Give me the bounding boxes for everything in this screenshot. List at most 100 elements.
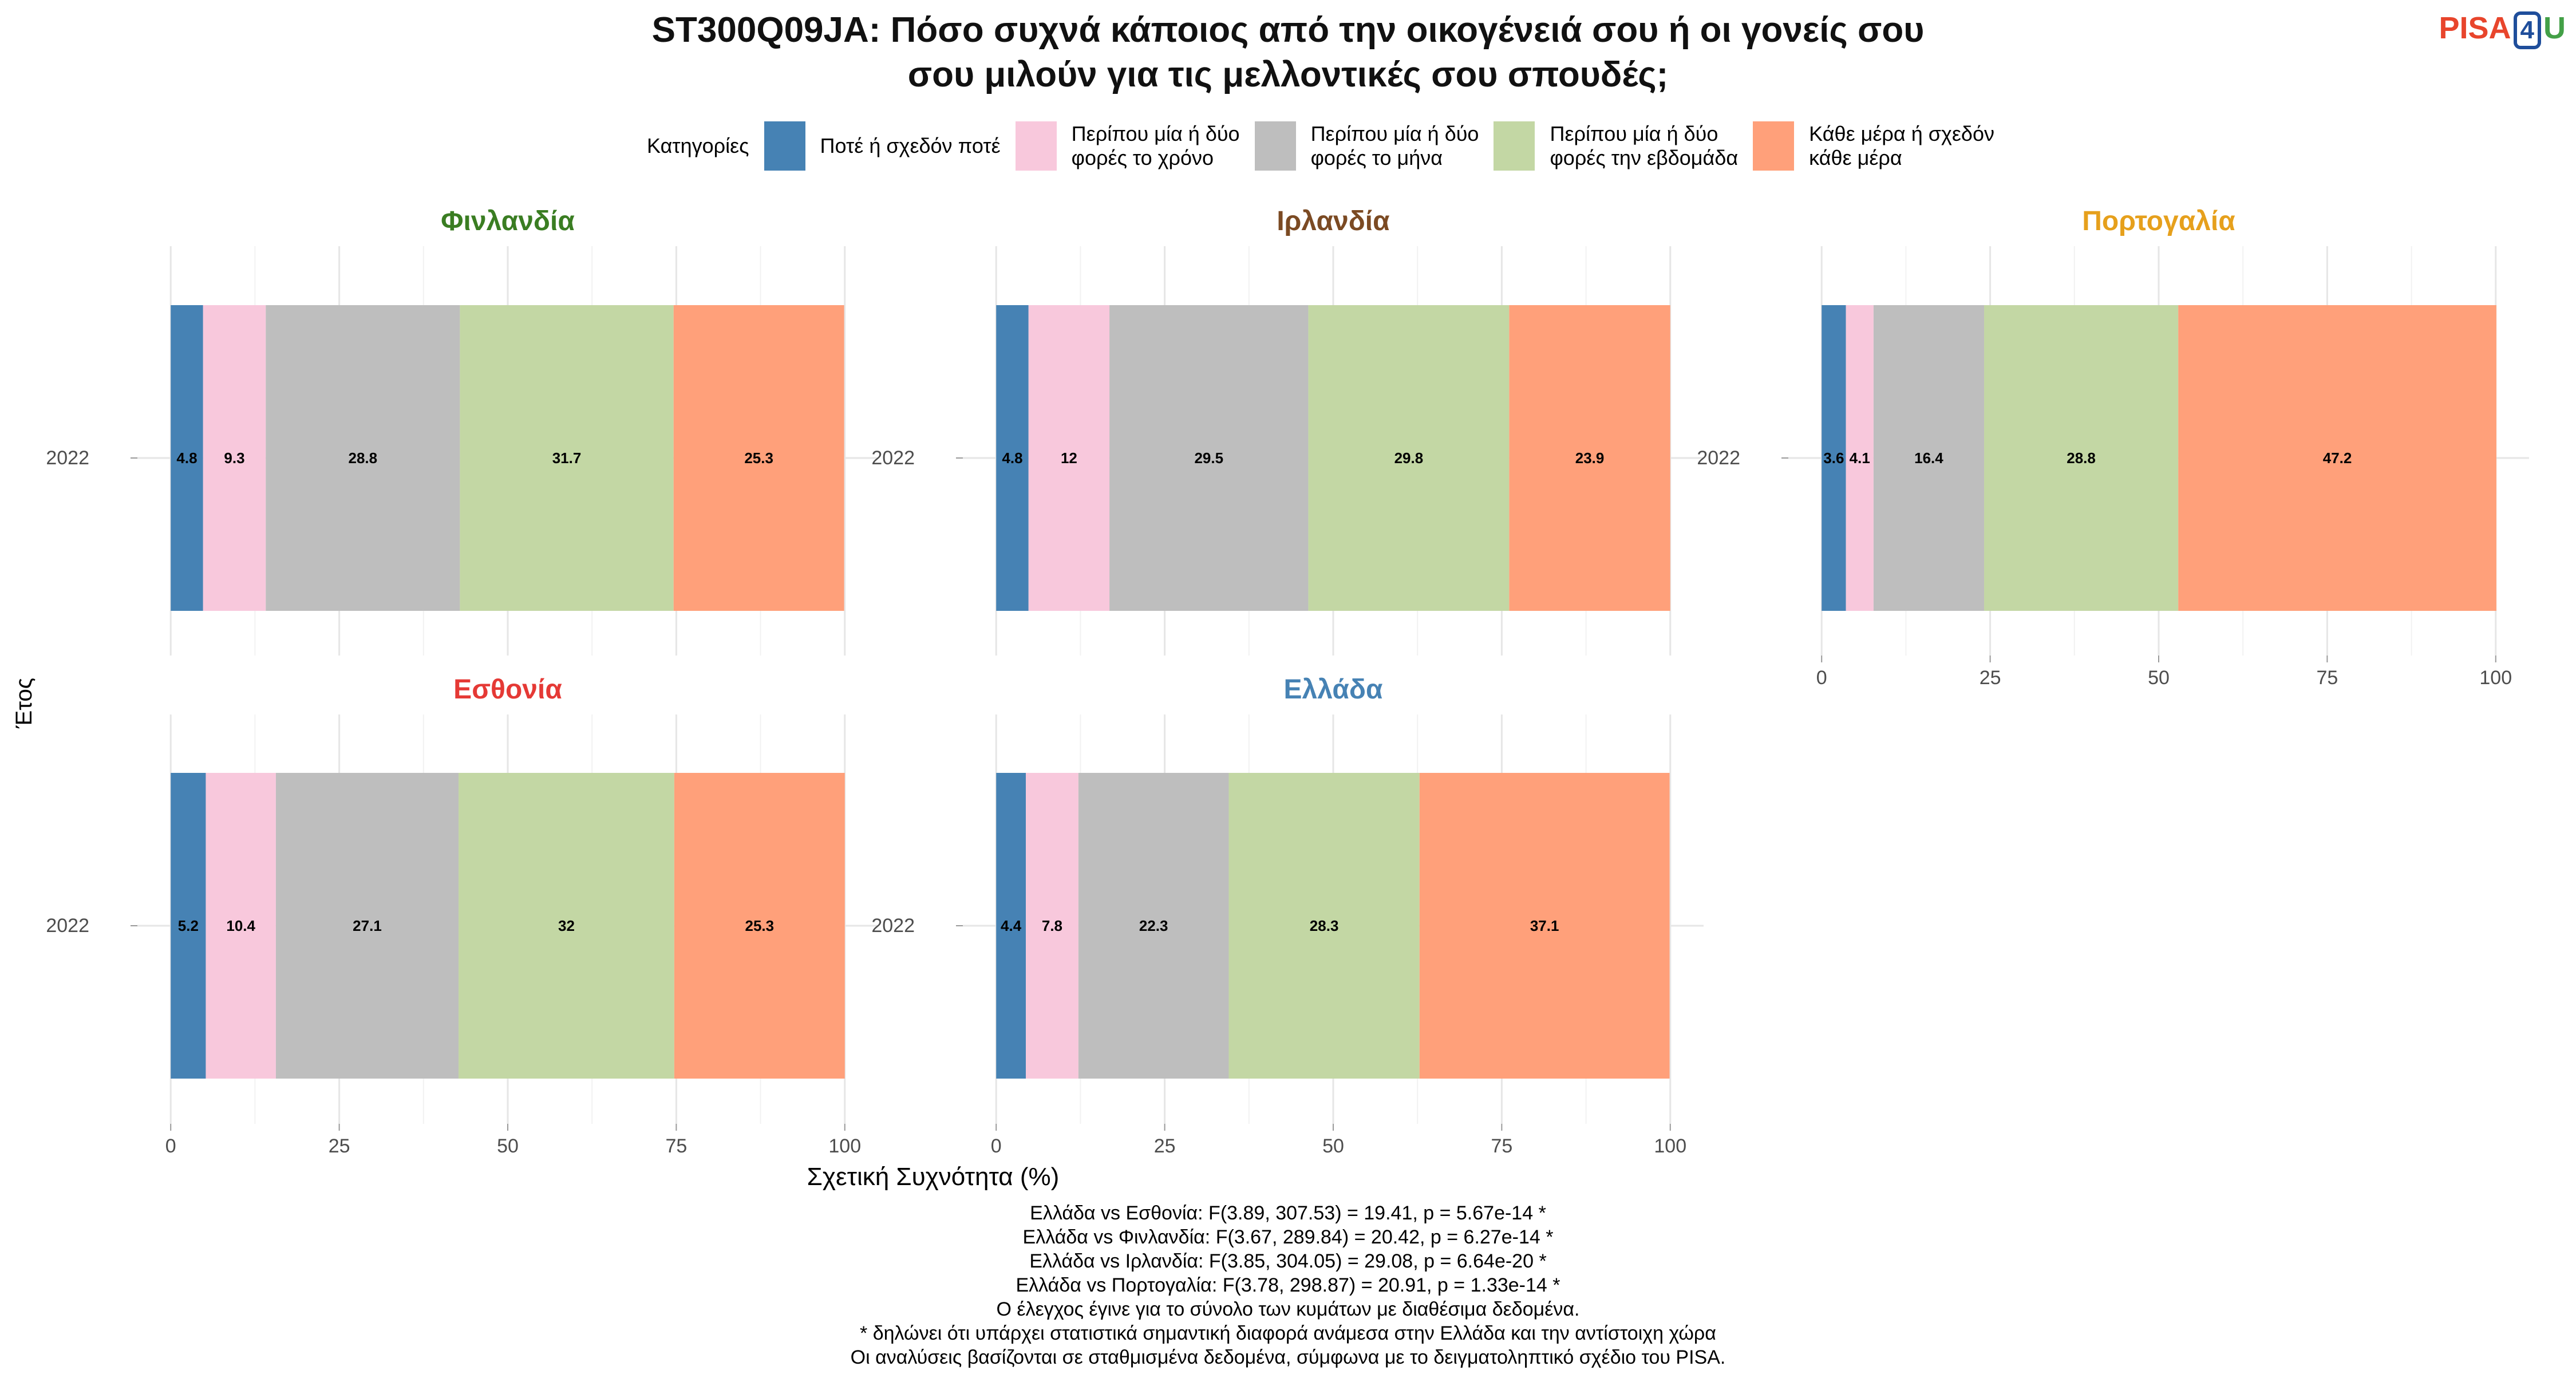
data-label: 25.3: [745, 917, 775, 934]
x-tick-label: 100: [2479, 667, 2512, 689]
note-line: Οι αναλύσεις βασίζονται σε σταθμισμένα δ…: [850, 1347, 1726, 1368]
note-line: * δηλώνει ότι υπάρχει στατιστικά σημαντι…: [860, 1322, 1716, 1344]
bar-segment: [459, 773, 674, 1079]
bar-segment: [275, 773, 459, 1079]
x-tick-label: 50: [497, 1135, 519, 1157]
x-axis-label: Σχετική Συχνότητα (%): [807, 1163, 1060, 1191]
legend-item-monthly: Περίπου μία ή δύο φορές το μήνα: [1254, 121, 1479, 171]
data-label: 4.1: [1850, 449, 1870, 467]
bar-segment: [1419, 773, 1670, 1079]
bar-segment: [1308, 305, 1510, 611]
panel-3: Πορτογαλία 2022 3.6 4.1 16.4 28.8 47.2 0 25 50 75 1…: [1697, 206, 2529, 689]
legend-item-never: Ποτέ ή σχεδόν ποτέ: [764, 121, 1001, 171]
note-line: Ελλάδα vs Ιρλανδία: F(3.85, 304.05) = 29…: [1029, 1250, 1547, 1272]
legend-label-daily: Κάθε μέρα ή σχεδόν κάθε μέρα: [1809, 122, 1994, 169]
legend-item-yearly: Περίπου μία ή δύο φορές το χρόνο: [1015, 121, 1240, 171]
bar-segment: [2178, 305, 2496, 611]
note-line: Ελλάδα vs Πορτογαλία: F(3.78, 298.87) = …: [1016, 1274, 1560, 1296]
legend-label-weekly: Περίπου μία ή δύο φορές την εβδομάδα: [1550, 122, 1739, 169]
data-label: 28.3: [1310, 917, 1339, 934]
data-label: 28.8: [349, 449, 378, 467]
legend-title: Κατηγορίες: [647, 134, 749, 157]
data-label: 12: [1061, 449, 1077, 467]
bar-segment: [674, 773, 845, 1079]
data-label: 31.7: [552, 449, 582, 467]
bar-segment: [1078, 773, 1229, 1079]
data-label: 28.8: [2067, 449, 2096, 467]
data-label: 4.8: [1002, 449, 1022, 467]
data-label: 47.2: [2323, 449, 2352, 467]
x-tick-label: 0: [991, 1135, 1002, 1157]
legend-label-monthly: Περίπου μία ή δύο φορές το μήνα: [1310, 122, 1479, 169]
x-tick-label: 50: [2148, 667, 2170, 689]
panel-title-4: Εσθονία: [453, 674, 562, 705]
chart-title-line-2: σου μιλούν για τις μελλοντικές σου σπουδ…: [907, 55, 1669, 94]
legend-item-daily: Κάθε μέρα ή σχεδόν κάθε μέρα: [1753, 121, 1994, 171]
data-label: 22.3: [1139, 917, 1168, 934]
x-tick-label: 75: [2316, 667, 2338, 689]
panel-title-2: Ιρλανδία: [1277, 206, 1390, 236]
legend-label-yearly: Περίπου μία ή δύο φορές το χρόνο: [1071, 122, 1240, 169]
panel-title-5: Ελλάδα: [1284, 674, 1383, 705]
x-tick-label: 100: [828, 1135, 861, 1157]
note-line: Ελλάδα vs Φινλανδία: F(3.67, 289.84) = 2…: [1022, 1226, 1554, 1248]
bar-segment: [1026, 773, 1078, 1079]
x-tick-label: 75: [665, 1135, 687, 1157]
x-tick-label: 75: [1491, 1135, 1512, 1157]
data-label: 5.2: [178, 917, 199, 934]
bar-segment: [1822, 305, 1846, 611]
y-tick-label: 2022: [46, 915, 89, 937]
legend-key-yearly: [1015, 121, 1057, 171]
bar-segment: [206, 773, 276, 1079]
legend-label-never: Ποτέ ή σχεδόν ποτέ: [820, 134, 1001, 157]
legend-key-weekly: [1494, 121, 1535, 171]
note-line: Ελλάδα vs Εσθονία: F(3.89, 307.53) = 19.…: [1030, 1202, 1546, 1224]
panel-4: Εσθονία 2022 5.2 10.4 27.1 32 25.3 0 25 50 75 100: [46, 674, 878, 1157]
legend-key-never: [764, 121, 805, 171]
bar-segment: [203, 305, 266, 611]
bar-segment: [1984, 305, 2179, 611]
legend-key-monthly: [1254, 121, 1296, 171]
chart-title: ST300Q09JA: Πόσο συχνά κάποιος από την ο…: [0, 8, 2576, 97]
bar-segment: [1846, 305, 1874, 611]
y-tick-label: 2022: [871, 915, 915, 937]
x-tick-label: 0: [165, 1135, 176, 1157]
panel-title-1: Φινλανδία: [441, 206, 575, 236]
bar-segment: [460, 305, 674, 611]
note-line: Ο έλεγχος έγινε για το σύνολο των κυμάτω…: [996, 1298, 1580, 1320]
y-tick-label: 2022: [46, 447, 89, 469]
logo-text-4: 4: [2513, 11, 2541, 49]
panel-5: Ελλάδα 2022 4.4 7.8 22.3 28.3 37.1 0 25 50 75 100: [871, 674, 1704, 1157]
panel-title-3: Πορτογαλία: [2082, 206, 2235, 236]
bar-segment: [673, 305, 844, 611]
data-label: 3.6: [1823, 449, 1844, 467]
bar-segment: [1228, 773, 1420, 1079]
y-axis-label: Έτος: [11, 678, 37, 729]
panel-1: Φινλανδία 2022 4.8 9.3 28.8 31.7 25.3: [46, 206, 878, 656]
data-label: 25.3: [744, 449, 773, 467]
x-tick-label: 25: [329, 1135, 350, 1157]
data-label: 29.5: [1194, 449, 1223, 467]
data-label: 27.1: [353, 917, 382, 934]
bar-segment: [266, 305, 460, 611]
statistical-notes: Ελλάδα vs Εσθονία: F(3.89, 307.53) = 19.…: [0, 1201, 2576, 1369]
logo-text-pisa: PISA: [2439, 11, 2511, 45]
legend: Κατηγορίες Ποτέ ή σχεδόν ποτέ Περίπου μί…: [647, 114, 2009, 177]
legend-item-weekly: Περίπου μία ή δύο φορές την εβδομάδα: [1494, 121, 1738, 171]
legend-key-daily: [1753, 121, 1795, 171]
panel-2: Ιρλανδία 2022 4.8 12 29.5 29.8 23.9: [871, 206, 1704, 656]
bar-segment: [171, 773, 206, 1079]
bar-segment: [996, 773, 1026, 1079]
y-tick-label: 2022: [871, 447, 915, 469]
data-label: 37.1: [1530, 917, 1559, 934]
bar-segment: [1873, 305, 1985, 611]
data-label: 7.8: [1042, 917, 1062, 934]
bar-segment: [1109, 305, 1309, 611]
x-tick-label: 25: [1154, 1135, 1176, 1157]
x-tick-label: 50: [1322, 1135, 1344, 1157]
logo-text-u: U: [2543, 11, 2566, 45]
bar-segment: [171, 305, 203, 611]
panels-group: Φινλανδία 2022 4.8 9.3 28.8 31.7 25.3 Ιρλανδία 2…: [46, 206, 2529, 1157]
y-tick-label: 2022: [1697, 447, 1740, 469]
